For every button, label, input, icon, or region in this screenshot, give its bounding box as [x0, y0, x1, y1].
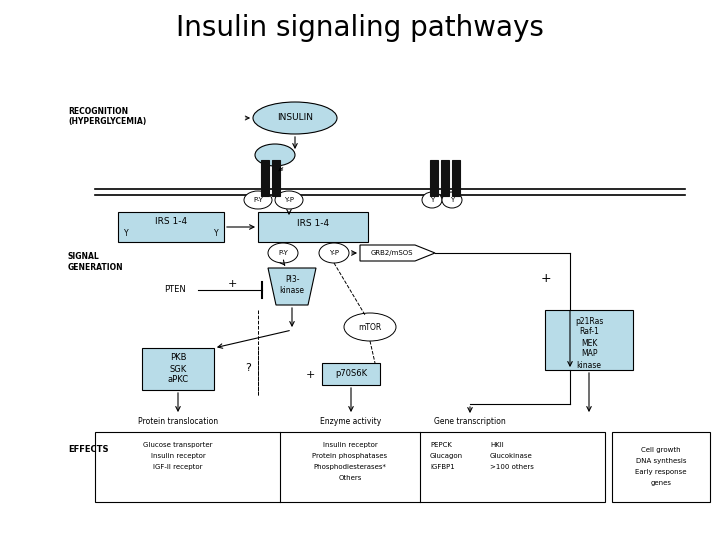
- Text: P-Y: P-Y: [253, 197, 263, 203]
- Text: Phosphodiesterases*: Phosphodiesterases*: [314, 464, 387, 470]
- Text: Insulin signaling pathways: Insulin signaling pathways: [176, 14, 544, 42]
- Bar: [441, 160, 449, 196]
- Bar: [322, 363, 380, 385]
- Text: GRB2/mSOS: GRB2/mSOS: [371, 250, 413, 256]
- Text: Insulin receptor: Insulin receptor: [323, 442, 377, 448]
- Bar: [258, 212, 368, 242]
- Text: Glucose transporter: Glucose transporter: [143, 442, 212, 448]
- Bar: [272, 160, 280, 196]
- Text: >100 others: >100 others: [490, 464, 534, 470]
- Text: Cell growth: Cell growth: [642, 447, 681, 453]
- Text: +: +: [541, 272, 552, 285]
- Bar: [612, 432, 710, 502]
- Bar: [261, 160, 269, 196]
- Bar: [545, 310, 633, 370]
- Text: MAP: MAP: [581, 349, 598, 359]
- Ellipse shape: [442, 192, 462, 208]
- Ellipse shape: [275, 191, 303, 209]
- Ellipse shape: [268, 243, 298, 263]
- Text: IGFBP1: IGFBP1: [430, 464, 455, 470]
- Text: Protein translocation: Protein translocation: [138, 417, 218, 427]
- Text: Glucagon: Glucagon: [430, 453, 463, 459]
- Polygon shape: [360, 245, 435, 261]
- Text: Gene transcription: Gene transcription: [434, 417, 506, 427]
- Text: Y-P: Y-P: [284, 197, 294, 203]
- Text: kinase: kinase: [577, 361, 601, 369]
- Ellipse shape: [319, 243, 349, 263]
- Ellipse shape: [422, 192, 442, 208]
- Text: Insulin receptor: Insulin receptor: [150, 453, 205, 459]
- Text: PKB: PKB: [170, 354, 186, 362]
- Text: HKII: HKII: [490, 442, 504, 448]
- Text: Early response: Early response: [635, 469, 687, 475]
- Ellipse shape: [344, 313, 396, 341]
- Bar: [452, 160, 460, 196]
- Text: Enzyme activity: Enzyme activity: [320, 417, 382, 427]
- Text: PEPCK: PEPCK: [430, 442, 452, 448]
- Text: Protein phosphatases: Protein phosphatases: [312, 453, 387, 459]
- Text: MEK: MEK: [581, 339, 597, 348]
- Text: mTOR: mTOR: [359, 322, 382, 332]
- Text: IRS 1-4: IRS 1-4: [155, 217, 187, 226]
- Text: genes: genes: [650, 480, 672, 486]
- Ellipse shape: [244, 191, 272, 209]
- Text: PI3-
kinase: PI3- kinase: [279, 275, 305, 295]
- Text: P-Y: P-Y: [278, 250, 288, 256]
- Text: Y: Y: [430, 197, 434, 203]
- Polygon shape: [268, 268, 316, 305]
- Text: DNA synthesis: DNA synthesis: [636, 458, 686, 464]
- Text: p70S6K: p70S6K: [335, 369, 367, 379]
- Text: Y: Y: [124, 230, 128, 239]
- Text: +: +: [228, 279, 237, 289]
- Bar: [142, 348, 214, 390]
- Text: +: +: [305, 370, 315, 380]
- Text: SGK: SGK: [169, 364, 186, 374]
- Text: Others: Others: [338, 475, 361, 481]
- Text: SIGNAL
GENERATION: SIGNAL GENERATION: [68, 252, 124, 272]
- Text: p21Ras: p21Ras: [575, 316, 603, 326]
- Text: EFFECTS: EFFECTS: [68, 446, 109, 455]
- Bar: [118, 212, 224, 242]
- Text: Y: Y: [450, 197, 454, 203]
- Text: IRS 1-4: IRS 1-4: [297, 219, 329, 228]
- Text: INSULIN: INSULIN: [277, 113, 313, 123]
- Text: Glucokinase: Glucokinase: [490, 453, 533, 459]
- Text: ?: ?: [245, 363, 251, 373]
- Ellipse shape: [255, 144, 295, 166]
- Ellipse shape: [253, 102, 337, 134]
- Text: Raf-1: Raf-1: [579, 327, 599, 336]
- Text: RECOGNITION
(HYPERGLYCEMIA): RECOGNITION (HYPERGLYCEMIA): [68, 107, 146, 126]
- Text: Y: Y: [214, 230, 218, 239]
- Text: IGF-II receptor: IGF-II receptor: [153, 464, 203, 470]
- Text: aPKC: aPKC: [168, 375, 189, 384]
- Text: PTEN: PTEN: [164, 286, 186, 294]
- Text: Y-P: Y-P: [329, 250, 339, 256]
- Bar: [430, 160, 438, 196]
- Bar: [95, 432, 605, 502]
